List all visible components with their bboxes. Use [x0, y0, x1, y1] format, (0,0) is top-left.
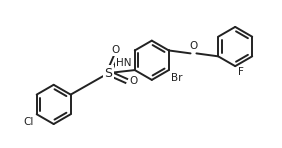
Text: F: F — [238, 67, 244, 77]
Text: O: O — [129, 76, 138, 86]
Text: Br: Br — [171, 73, 182, 83]
Text: O: O — [111, 45, 120, 55]
Text: Cl: Cl — [23, 117, 34, 127]
Text: O: O — [190, 41, 198, 52]
Text: S: S — [105, 66, 113, 79]
Text: HN: HN — [116, 58, 131, 68]
